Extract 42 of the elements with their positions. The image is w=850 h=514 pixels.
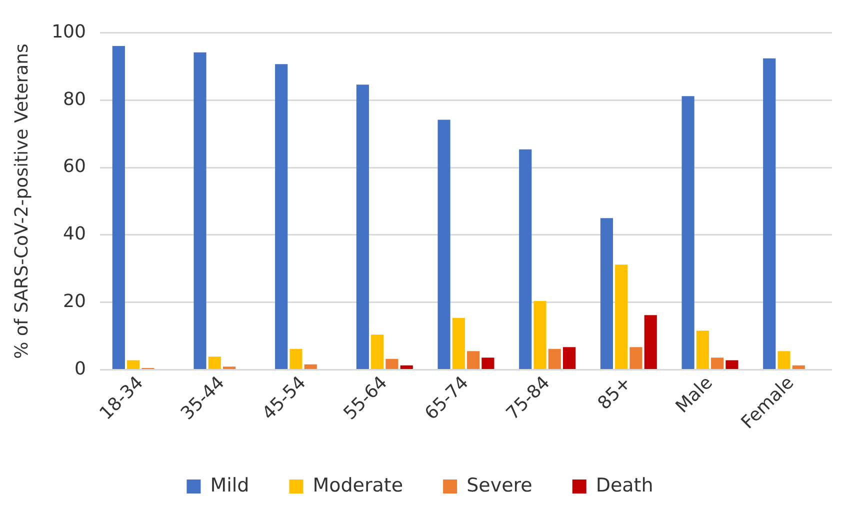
legend-label: Mild	[210, 474, 250, 496]
bar	[682, 96, 694, 369]
legend-label: Death	[596, 474, 654, 496]
bar	[482, 358, 494, 369]
bar	[275, 64, 288, 369]
bar	[400, 365, 413, 369]
bar	[194, 52, 206, 369]
bar	[548, 348, 561, 369]
y-axis-title: % of SARS-CoV-2-positive Veterans	[11, 44, 32, 359]
y-tick-label: 80	[63, 88, 86, 110]
y-tick-label: 60	[63, 156, 86, 178]
y-tick-label: 0	[74, 358, 86, 380]
bar	[290, 348, 302, 369]
bar	[696, 330, 709, 369]
bar	[467, 351, 480, 369]
bar	[127, 360, 140, 369]
y-tick-label: 40	[63, 224, 86, 245]
bar	[371, 334, 384, 369]
bar	[452, 318, 465, 369]
bar	[356, 84, 369, 369]
y-tick-label: 100	[52, 21, 86, 42]
bar	[112, 46, 125, 369]
bar	[600, 218, 613, 369]
y-tick-label: 20	[63, 290, 86, 312]
bar	[711, 358, 724, 369]
bar	[562, 347, 576, 369]
bar	[386, 358, 398, 369]
legend-label: Severe	[466, 474, 532, 496]
bar	[519, 149, 532, 369]
bar	[615, 264, 628, 369]
bar	[726, 360, 738, 369]
bar	[644, 315, 657, 369]
bar	[534, 300, 546, 369]
bar	[763, 58, 776, 369]
x-tick-label: 85+	[594, 372, 636, 414]
bar	[792, 365, 805, 369]
bar	[630, 347, 642, 369]
bar	[778, 351, 790, 369]
bar	[438, 120, 450, 369]
bar	[208, 356, 221, 369]
legend-label: Moderate	[312, 474, 404, 496]
bar	[304, 364, 317, 369]
